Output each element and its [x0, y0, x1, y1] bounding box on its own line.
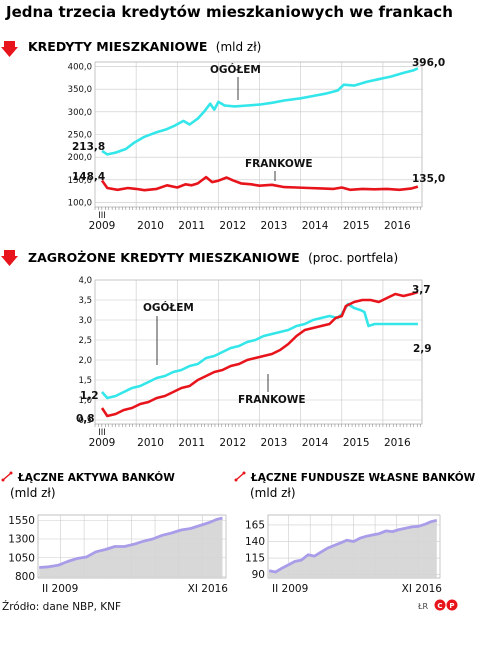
chart-housing-loans: 100,0 150,0 200,0 250,0 300,0 350,0 400,0 2009 2… — [68, 57, 446, 232]
series-line-ogolem — [101, 302, 418, 400]
y-tick-label: 1550 — [8, 515, 35, 527]
y-tick-label: 1050 — [8, 552, 35, 564]
chart-nonperforming-loans: 0,5 1,0 1,5 2,0 2,5 3,0 3,5 4,0 2009 2010 2011 2012… — [76, 276, 432, 449]
y-tick-label: 150,0 — [68, 176, 92, 186]
series-line — [39, 516, 223, 569]
series-name-ogolem: OGÓŁEM — [210, 63, 261, 76]
series-area — [269, 520, 437, 578]
publisher-logo: C P — [434, 599, 458, 611]
y-tick-label: 400,0 — [68, 63, 92, 73]
end-value-ogolem: 396,0 — [412, 57, 445, 69]
panel2-arrow — [1, 250, 18, 266]
y-tick-label: 165 — [245, 519, 265, 531]
start-value-frankowe: 0,8 — [76, 413, 95, 425]
series-line-frankowe — [100, 175, 419, 192]
x-tick-label-month: III — [98, 211, 106, 221]
y-tick-label: 4,0 — [78, 276, 92, 286]
end-value-frankowe: 3,7 — [412, 284, 431, 296]
panel4-title: ŁĄCZNE FUNDUSZE WŁASNE BANKÓW — [250, 471, 476, 484]
chart-bank-equity: 90 115 140 165 II 2009 XI 2016 — [245, 514, 443, 595]
x-tick-label: 2011 — [178, 220, 205, 232]
x-tick-label-start: II 2009 — [272, 583, 308, 595]
y-tick-label: 115 — [245, 553, 265, 565]
panel4-bullet-icon — [234, 471, 246, 482]
y-tick-label: 2,0 — [78, 356, 92, 366]
source-note: Źródło: dane NBP, KNF — [2, 600, 121, 613]
panel4-unit: (mld zł) — [250, 486, 296, 500]
y-tick-label: 1300 — [8, 534, 35, 546]
start-value-ogolem: 213,8 — [72, 141, 105, 153]
series-name-frankowe: FRANKOWE — [238, 394, 306, 406]
chart-bank-assets: 800 1050 1300 1550 II 2009 XI 2016 — [8, 514, 229, 595]
start-value-frankowe: 148,4 — [72, 171, 105, 183]
x-tick-label: 2013 — [261, 437, 288, 449]
y-tick-label: 350,0 — [68, 85, 92, 95]
panel3-unit: (mld zł) — [10, 486, 56, 500]
y-tick-label: 250,0 — [68, 131, 92, 141]
series-name-ogolem: OGÓŁEM — [143, 301, 194, 314]
x-tick-label-end: XI 2016 — [188, 583, 229, 595]
x-tick-label: 2011 — [178, 437, 205, 449]
x-tick-label: 2014 — [302, 437, 329, 449]
series-name-frankowe: FRANKOWE — [245, 158, 313, 170]
x-tick-label-month: III — [98, 428, 106, 438]
y-tick-label: 300,0 — [68, 108, 92, 118]
x-tick-label: 2012 — [219, 437, 246, 449]
series-area — [39, 518, 223, 578]
y-tick-label: 0,5 — [78, 416, 92, 426]
svg-text:P: P — [449, 602, 454, 610]
end-value-ogolem: 2,9 — [413, 343, 432, 355]
main-title: Jedna trzecia kredytów mieszkaniowych we… — [5, 3, 453, 21]
x-tick-label: 2014 — [302, 220, 329, 232]
x-tick-label: 2015 — [343, 220, 370, 232]
y-tick-label: 1,0 — [78, 396, 92, 406]
y-tick-label: 200,0 — [68, 153, 92, 163]
x-tick-label: 2012 — [219, 220, 246, 232]
x-tick-label: 2009 — [89, 220, 116, 232]
x-tick-label: 2016 — [384, 437, 411, 449]
series-line-ogolem — [101, 67, 419, 156]
y-tick-label: 140 — [245, 536, 265, 548]
y-tick-label: 100,0 — [68, 198, 92, 208]
y-tick-label: 2,5 — [78, 336, 92, 346]
author-signature: ŁR — [417, 602, 428, 611]
x-tick-label: 2009 — [89, 437, 116, 449]
x-tick-label: 2010 — [137, 437, 164, 449]
series-line-frankowe — [100, 290, 419, 418]
x-tick-label: 2016 — [384, 220, 411, 232]
series-line — [268, 518, 438, 574]
x-tick-label: 2010 — [137, 220, 164, 232]
svg-text:ZAGROŻONE KREDYTY MIESZKANIOWE: ZAGROŻONE KREDYTY MIESZKANIOWE (proc. po… — [28, 250, 398, 265]
y-tick-label: 1,5 — [78, 376, 92, 386]
svg-text:KREDYTY MIESZKANIOWE (mld: KREDYTY MIESZKANIOWE (mld zł) — [28, 39, 261, 54]
panel3-title: ŁĄCZNE AKTYWA BANKÓW — [17, 471, 175, 484]
svg-text:C: C — [437, 602, 442, 610]
x-tick-label-start: II 2009 — [42, 583, 78, 595]
x-tick-label: 2015 — [343, 437, 370, 449]
start-value-ogolem: 1,2 — [80, 390, 99, 402]
panel2-title: ZAGROŻONE KREDYTY MIESZKANIOWE — [28, 250, 300, 265]
panel1-title: KREDYTY MIESZKANIOWE — [28, 39, 207, 54]
y-tick-label: 3,0 — [78, 316, 92, 326]
end-value-frankowe: 135,0 — [412, 173, 445, 185]
panel3-bullet-icon — [1, 471, 13, 482]
x-tick-label: 2013 — [261, 220, 288, 232]
y-tick-label: 800 — [15, 571, 35, 583]
panel2-unit: (proc. portfela) — [308, 251, 398, 265]
y-tick-label: 90 — [252, 569, 265, 581]
x-tick-label-end: XI 2016 — [402, 583, 443, 595]
panel1-unit: (mld zł) — [216, 40, 262, 54]
y-tick-label: 3,5 — [78, 296, 92, 306]
panel1-arrow — [1, 41, 18, 57]
